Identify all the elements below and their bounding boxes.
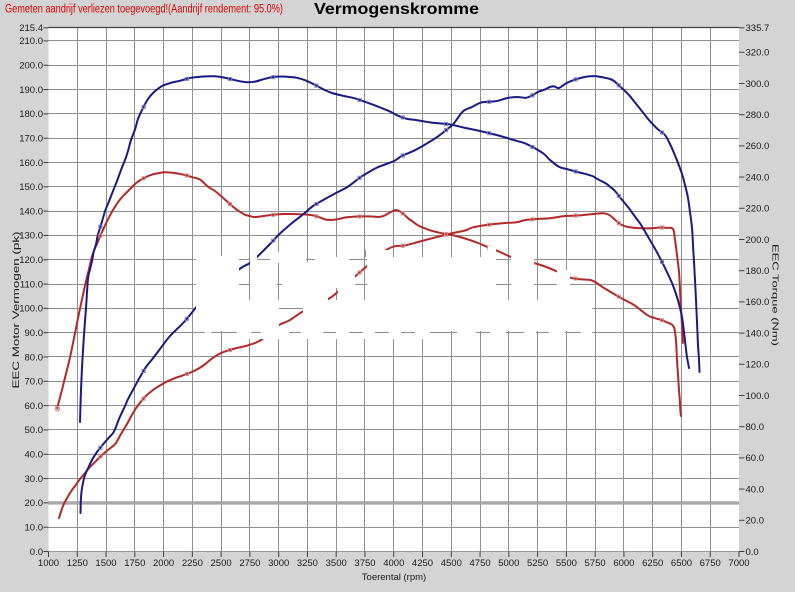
svg-text:200.0: 200.0 [19, 61, 43, 72]
svg-text:2750: 2750 [239, 558, 260, 569]
svg-text:120.0: 120.0 [19, 255, 43, 266]
svg-text:2000: 2000 [153, 558, 174, 569]
svg-text:6250: 6250 [642, 558, 663, 569]
svg-text:70.0: 70.0 [25, 377, 44, 388]
svg-text:0.0: 0.0 [30, 547, 43, 558]
svg-text:3000: 3000 [268, 558, 289, 569]
svg-text:260.0: 260.0 [746, 141, 770, 152]
svg-text:EEC Torque (Nm): EEC Torque (Nm) [771, 244, 781, 346]
svg-text:3500: 3500 [326, 558, 347, 569]
svg-text:Toerental (rpm): Toerental (rpm) [362, 572, 426, 583]
svg-text:100.0: 100.0 [746, 391, 770, 402]
svg-text:215.4: 215.4 [19, 23, 43, 34]
svg-text:100.0: 100.0 [19, 304, 43, 315]
svg-text:10.0: 10.0 [25, 523, 44, 534]
svg-text:EEC Motor Vermogen (pk): EEC Motor Vermogen (pk) [11, 232, 21, 389]
svg-text:Gemeten aandrijf verliezen toe: Gemeten aandrijf verliezen toegevoegd!(A… [5, 4, 283, 16]
svg-text:20.0: 20.0 [746, 516, 765, 527]
svg-text:160.0: 160.0 [19, 158, 43, 169]
svg-text:60.0: 60.0 [746, 453, 765, 464]
svg-text:3250: 3250 [297, 558, 318, 569]
svg-text:4000: 4000 [383, 558, 404, 569]
svg-text:20.0: 20.0 [25, 498, 44, 509]
svg-text:2500: 2500 [211, 558, 232, 569]
svg-text:5500: 5500 [556, 558, 577, 569]
svg-text:120.0: 120.0 [746, 360, 770, 371]
svg-text:320.0: 320.0 [746, 48, 770, 59]
svg-text:140.0: 140.0 [19, 206, 43, 217]
svg-text:6000: 6000 [613, 558, 634, 569]
svg-text:40.0: 40.0 [25, 450, 44, 461]
svg-text:60.0: 60.0 [25, 401, 44, 412]
svg-text:40.0: 40.0 [746, 484, 765, 495]
svg-text:1250: 1250 [67, 558, 88, 569]
svg-text:4250: 4250 [412, 558, 433, 569]
svg-text:6500: 6500 [671, 558, 692, 569]
svg-text:5000: 5000 [498, 558, 519, 569]
svg-text:240.0: 240.0 [746, 172, 770, 183]
svg-text:180.0: 180.0 [746, 266, 770, 277]
svg-text:50.0: 50.0 [25, 425, 44, 436]
svg-text:170.0: 170.0 [19, 134, 43, 145]
svg-text:80.0: 80.0 [746, 422, 765, 433]
svg-text:80.0: 80.0 [25, 352, 44, 363]
svg-text:30.0: 30.0 [25, 474, 44, 485]
svg-text:110.0: 110.0 [20, 279, 43, 290]
svg-text:220.0: 220.0 [746, 204, 770, 215]
svg-text:4750: 4750 [470, 558, 491, 569]
svg-text:130.0: 130.0 [19, 231, 43, 242]
svg-text:3750: 3750 [354, 558, 375, 569]
svg-text:280.0: 280.0 [746, 110, 770, 121]
svg-text:4500: 4500 [441, 558, 462, 569]
svg-text:190.0: 190.0 [19, 85, 43, 96]
svg-text:5250: 5250 [527, 558, 548, 569]
svg-text:1750: 1750 [124, 558, 145, 569]
svg-text:150.0: 150.0 [19, 182, 43, 193]
svg-text:5750: 5750 [585, 558, 606, 569]
svg-text:335.7: 335.7 [746, 23, 770, 34]
svg-text:300.0: 300.0 [746, 79, 770, 90]
svg-text:1000: 1000 [38, 558, 59, 569]
svg-text:2250: 2250 [182, 558, 203, 569]
svg-text:160.0: 160.0 [746, 297, 770, 308]
svg-text:0.0: 0.0 [746, 547, 759, 558]
svg-text:90.0: 90.0 [25, 328, 44, 339]
svg-text:Vermogenskromme: Vermogenskromme [314, 1, 479, 18]
svg-text:210.0: 210.0 [19, 36, 43, 47]
svg-text:6750: 6750 [700, 558, 721, 569]
svg-text:180.0: 180.0 [19, 109, 43, 120]
svg-text:1500: 1500 [95, 558, 116, 569]
svg-text:7000: 7000 [728, 558, 749, 569]
svg-text:140.0: 140.0 [746, 328, 770, 339]
svg-text:200.0: 200.0 [746, 235, 770, 246]
